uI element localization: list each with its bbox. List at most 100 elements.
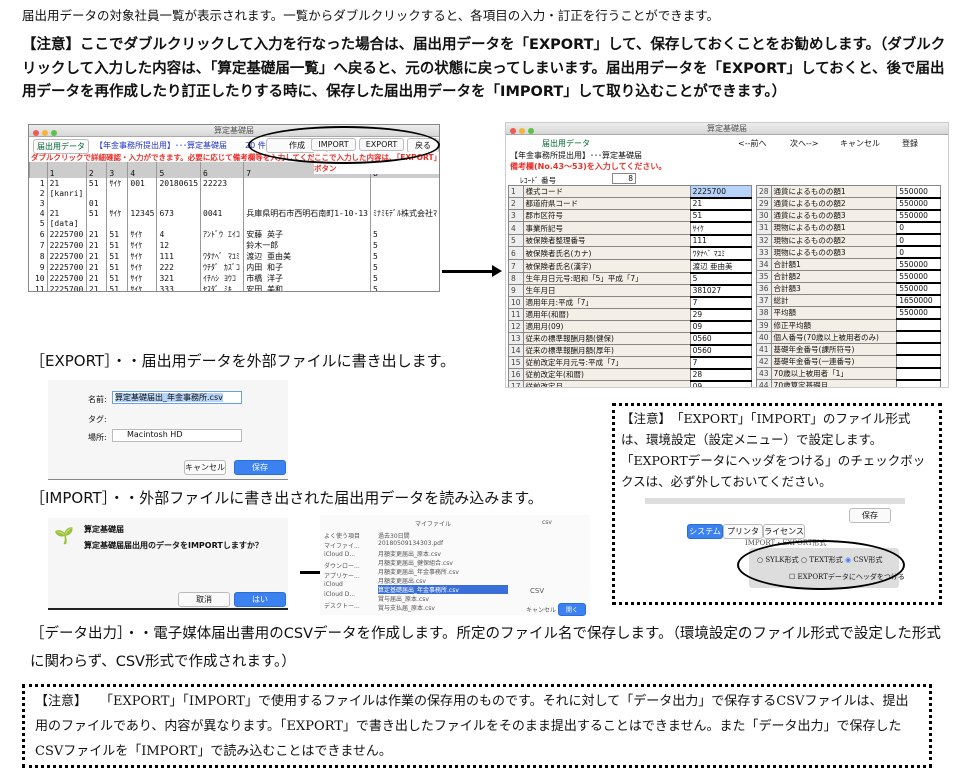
- table-cell[interactable]: 5: [39, 219, 45, 229]
- field-input[interactable]: 29: [689, 308, 753, 322]
- table-row[interactable]: 11 2225700 21 51 ｻｲｹ 333 ﾔｽﾀﾞ ﾐｷ 安田 美和 5: [30, 283, 439, 292]
- table-cell[interactable]: [369, 219, 439, 229]
- field-input[interactable]: 381027: [689, 284, 753, 298]
- tab-system[interactable]: システム: [687, 524, 723, 539]
- field-input[interactable]: 0560: [689, 344, 753, 358]
- save-button[interactable]: 保存: [234, 460, 286, 475]
- field-input[interactable]: [896, 342, 941, 357]
- table-cell[interactable]: 21: [85, 239, 107, 251]
- field-input[interactable]: 0: [896, 245, 941, 260]
- table-row[interactable]: 3 01: [30, 198, 439, 208]
- table-cell[interactable]: ｻｲｹ: [127, 239, 157, 251]
- table-cell[interactable]: ｳﾁﾀﾞ ｶｽﾞｺ: [200, 261, 244, 273]
- cancel-button[interactable]: 取消: [178, 592, 230, 607]
- column-header[interactable]: 1: [46, 162, 87, 178]
- file-item[interactable]: 月額変更届出_健保組合.csv: [378, 560, 453, 567]
- table-cell[interactable]: 1: [39, 179, 45, 188]
- table-cell[interactable]: 51: [85, 178, 107, 189]
- location-select[interactable]: Macintosh HD: [112, 429, 242, 442]
- table-row[interactable]: 8 2225700 21 51 ｻｲｹ 111 ﾜﾀﾅﾍﾞ ﾏﾕﾐ 渡辺 亜由美 5: [30, 250, 439, 262]
- cancel-button[interactable]: キャンセル: [840, 139, 880, 148]
- table-cell[interactable]: [156, 189, 201, 199]
- table-cell[interactable]: 内田 和子: [243, 261, 371, 273]
- column-header[interactable]: 6: [200, 162, 244, 178]
- field-input[interactable]: 渡辺 亜由美: [689, 259, 753, 274]
- field-input[interactable]: 111: [689, 234, 753, 248]
- table-cell[interactable]: 5: [369, 228, 439, 240]
- field-input[interactable]: 550000: [896, 209, 941, 223]
- field-input[interactable]: [896, 330, 941, 345]
- table-row[interactable]: 6 2225700 21 51 ｻｲｹ 4 ｱﾝﾄﾞｳ ｴｲｺ 安藤 英子 5: [30, 228, 439, 240]
- tab-report-data[interactable]: 届出用データ: [33, 139, 89, 154]
- yes-button[interactable]: はい: [234, 592, 286, 607]
- table-cell[interactable]: 鈴木一郎: [243, 239, 371, 251]
- table-cell[interactable]: [156, 198, 201, 208]
- tab-license[interactable]: ライセンス: [763, 524, 805, 539]
- table-cell[interactable]: 51: [106, 250, 128, 262]
- table-cell[interactable]: [369, 198, 439, 208]
- sidebar-item[interactable]: マイファイ...: [324, 543, 360, 550]
- table-row[interactable]: 4 21 51 ｻｲｹ 12345 673 0041 兵庫県明石市西明石南町1-10-13 ﾐﾅ…: [30, 208, 439, 219]
- field-input[interactable]: 0: [896, 233, 941, 248]
- table-cell[interactable]: 5: [369, 261, 439, 273]
- table-cell[interactable]: 4: [156, 228, 201, 240]
- table-cell[interactable]: [46, 198, 87, 208]
- field-input[interactable]: 09: [689, 320, 753, 334]
- table-cell[interactable]: 3: [39, 198, 45, 208]
- table-cell[interactable]: 21: [85, 272, 107, 284]
- table-cell[interactable]: [kanri]: [46, 189, 87, 199]
- file-item[interactable]: 月額変更届出.csv: [378, 578, 426, 585]
- table-row[interactable]: 2 [kanri]: [30, 189, 439, 199]
- table-cell[interactable]: 0041: [200, 208, 244, 219]
- table-cell[interactable]: 51: [106, 283, 128, 291]
- column-header[interactable]: 2: [85, 162, 107, 178]
- column-header[interactable]: 3: [106, 162, 128, 178]
- table-cell[interactable]: ｻｲｹ: [127, 283, 157, 291]
- register-button[interactable]: 登録: [902, 139, 918, 148]
- field-input[interactable]: 1650000: [896, 294, 941, 308]
- search-field[interactable]: csv: [542, 519, 552, 526]
- table-cell[interactable]: 333: [156, 283, 201, 291]
- table-cell[interactable]: 21: [85, 228, 107, 240]
- column-header[interactable]: 4: [127, 162, 157, 178]
- field-input[interactable]: 550000: [896, 306, 941, 321]
- field-input[interactable]: 0: [896, 221, 941, 236]
- table-cell[interactable]: [85, 189, 107, 199]
- field-input[interactable]: 550000: [896, 282, 941, 296]
- table-cell[interactable]: [200, 239, 244, 251]
- file-item[interactable]: 賞与届出_原本.csv: [378, 596, 429, 603]
- sidebar-item[interactable]: iCloud D...: [324, 551, 356, 558]
- table-cell[interactable]: 21: [46, 208, 87, 219]
- table-cell[interactable]: 12: [156, 239, 201, 251]
- table-cell[interactable]: 7: [39, 240, 45, 250]
- table-cell[interactable]: 2225700: [46, 272, 87, 284]
- sidebar-item[interactable]: よく使う項目: [324, 533, 361, 540]
- table-cell[interactable]: 渡辺 亜由美: [243, 250, 371, 262]
- next-button[interactable]: 次へ-->: [790, 139, 819, 148]
- field-input[interactable]: [896, 354, 941, 369]
- file-item[interactable]: 賞与支払届_原本.csv: [378, 605, 435, 612]
- field-input[interactable]: 550000: [896, 269, 941, 284]
- table-cell[interactable]: 51: [106, 239, 128, 251]
- sidebar-item[interactable]: ダウンロー...: [324, 563, 360, 570]
- table-cell[interactable]: 2: [39, 189, 45, 199]
- field-input[interactable]: 550000: [896, 257, 941, 272]
- table-cell[interactable]: 01: [85, 198, 107, 208]
- table-cell[interactable]: 2225700: [46, 239, 87, 251]
- field-input[interactable]: ｻｲｹ: [689, 221, 753, 236]
- sidebar-item[interactable]: アプリケー...: [324, 573, 360, 580]
- table-cell[interactable]: [127, 198, 157, 208]
- cancel-button[interactable]: キャンセル: [184, 460, 226, 475]
- field-input[interactable]: 7: [689, 296, 753, 310]
- table-cell[interactable]: [106, 189, 128, 199]
- table-cell[interactable]: 4: [39, 209, 45, 218]
- table-cell[interactable]: [243, 189, 371, 199]
- table-cell[interactable]: [243, 219, 371, 229]
- field-input[interactable]: 2225700: [689, 185, 753, 199]
- table-cell[interactable]: ｲﾁﾊｼ ﾖｳｺ: [200, 272, 244, 284]
- table-cell[interactable]: 222: [156, 261, 201, 273]
- table-cell[interactable]: [85, 219, 107, 229]
- table-cell[interactable]: 11: [34, 284, 45, 292]
- field-input[interactable]: 0560: [689, 332, 753, 346]
- field-input[interactable]: [896, 379, 941, 387]
